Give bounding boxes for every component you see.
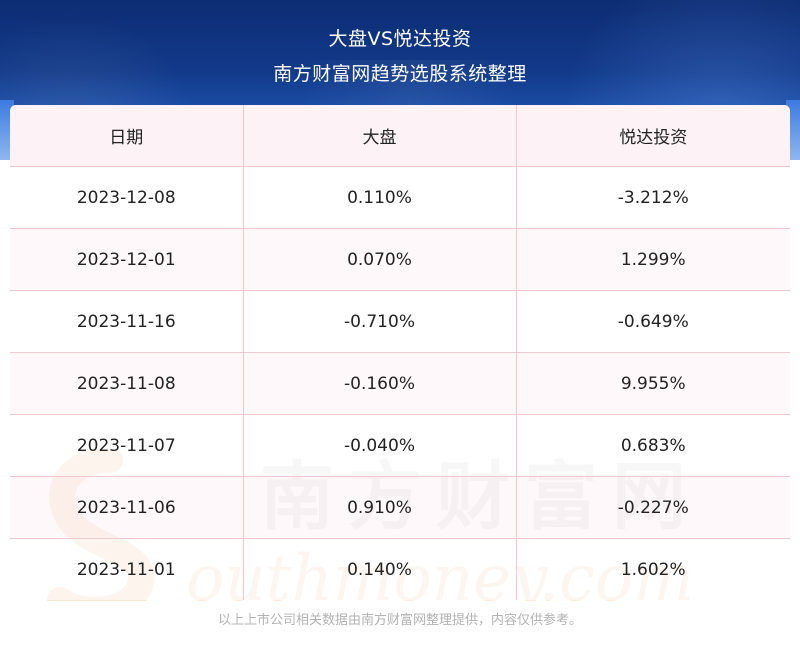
table-row: 2023-12-08 0.110% -3.212% [10, 166, 790, 229]
cell-stock: -0.227% [516, 476, 790, 539]
cell-date: 2023-12-08 [10, 166, 244, 229]
comparison-table: 日期 大盘 悦达投资 2023-12-08 0.110% -3.212% 202… [10, 105, 790, 600]
cell-date: 2023-11-07 [10, 414, 244, 477]
cell-date: 2023-11-01 [10, 538, 244, 600]
cell-stock: 9.955% [516, 352, 790, 415]
cell-market: -0.710% [243, 290, 517, 353]
cell-market: 0.110% [243, 166, 517, 229]
bottom-band [0, 600, 800, 646]
table-row: 2023-11-06 0.910% -0.227% [10, 476, 790, 539]
footer-disclaimer: 以上上市公司相关数据由南方财富网整理提供，内容仅供参考。 [217, 613, 582, 628]
cell-stock: 1.602% [620, 559, 686, 580]
table-row: 2023-12-01 0.070% 1.299% [10, 228, 790, 291]
cell-market: 0.070% [243, 228, 517, 291]
cell-market: -0.160% [243, 352, 517, 415]
cell-date: 2023-12-01 [10, 228, 244, 291]
cell-stock: -0.649% [516, 290, 790, 353]
cell-market: 0.140% [243, 538, 517, 600]
cell-date: 2023-11-06 [10, 476, 244, 539]
cell-market: -0.040% [243, 414, 517, 477]
table-header-row: 日期 大盘 悦达投资 [10, 105, 790, 167]
page-subtitle: 南方财富网趋势选股系统整理 [273, 63, 527, 85]
table-row: 2023-11-01 0.140% 1.602% [10, 538, 790, 600]
table-row: 2023-11-08 -0.160% 9.955% [10, 352, 790, 415]
cell-market: 0.910% [243, 476, 517, 539]
cell-date: 2023-11-08 [10, 352, 244, 415]
column-header-market: 大盘 [243, 105, 517, 167]
column-header-stock: 悦达投资 [516, 105, 790, 167]
column-header-date: 日期 [10, 105, 244, 167]
table-row: 2023-11-07 -0.040% 0.683% [10, 414, 790, 477]
cell-stock: 0.683% [516, 414, 790, 477]
cell-stock: 1.299% [516, 228, 790, 291]
cell-date: 2023-11-16 [10, 290, 244, 353]
page-title: 大盘VS悦达投资 [328, 28, 472, 50]
cell-stock: -3.212% [516, 166, 790, 229]
data-card: 南方财富网 outhmoney.com 日期 大盘 悦达投资 2023-12-0… [10, 105, 790, 601]
table-row: 2023-11-16 -0.710% -0.649% [10, 290, 790, 353]
